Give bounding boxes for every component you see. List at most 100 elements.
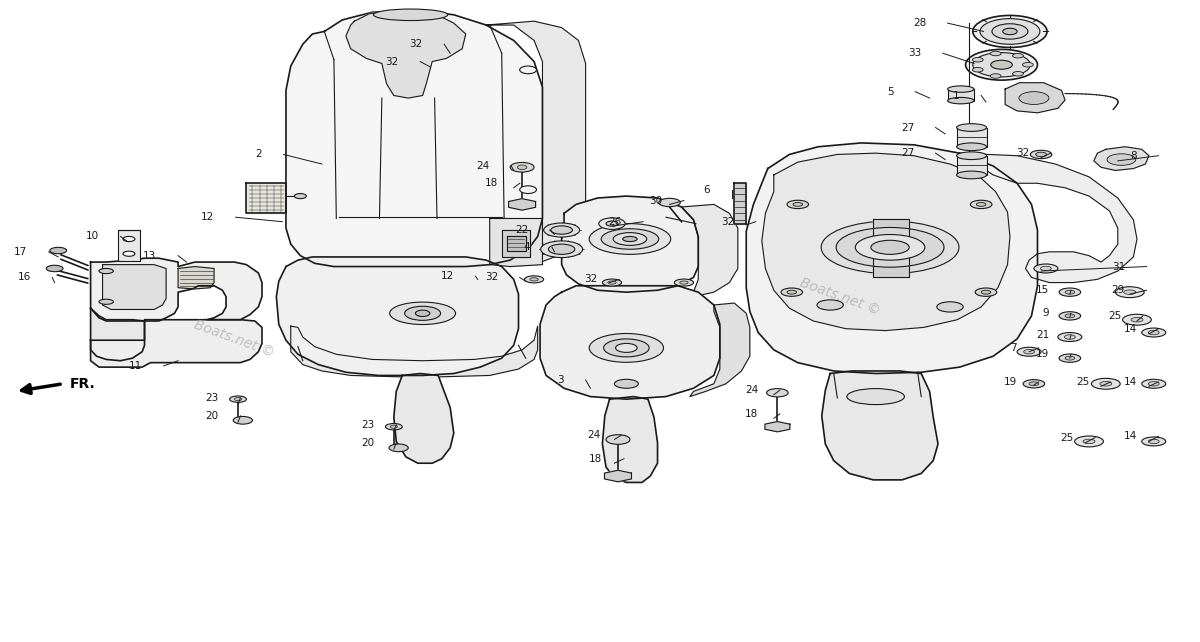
Polygon shape <box>90 320 262 367</box>
Ellipse shape <box>817 300 844 310</box>
Ellipse shape <box>1100 381 1112 386</box>
Polygon shape <box>960 153 1136 282</box>
Text: Boats.net ©: Boats.net © <box>798 275 882 318</box>
Text: 21: 21 <box>1037 330 1050 340</box>
Polygon shape <box>764 422 790 432</box>
Ellipse shape <box>1141 328 1165 337</box>
Text: 30: 30 <box>649 196 662 205</box>
Text: 33: 33 <box>908 48 922 58</box>
Ellipse shape <box>613 232 647 245</box>
Text: 32: 32 <box>385 56 398 67</box>
Ellipse shape <box>385 424 402 430</box>
Ellipse shape <box>674 279 694 286</box>
Ellipse shape <box>966 49 1038 80</box>
Ellipse shape <box>614 379 638 388</box>
Ellipse shape <box>793 202 803 206</box>
Ellipse shape <box>404 306 440 320</box>
Ellipse shape <box>847 388 905 404</box>
Ellipse shape <box>980 19 1040 44</box>
Polygon shape <box>506 236 526 250</box>
Text: 17: 17 <box>14 247 28 257</box>
Ellipse shape <box>1141 437 1165 446</box>
Text: 3: 3 <box>558 375 564 385</box>
Text: 14: 14 <box>1123 324 1136 334</box>
Text: 14: 14 <box>1123 431 1136 441</box>
Text: 13: 13 <box>143 250 156 261</box>
Ellipse shape <box>836 227 944 267</box>
Ellipse shape <box>122 236 134 241</box>
Text: 32: 32 <box>584 274 598 284</box>
Bar <box>118 230 139 261</box>
Text: 22: 22 <box>515 225 528 235</box>
Ellipse shape <box>415 310 430 317</box>
Polygon shape <box>346 11 466 98</box>
Ellipse shape <box>1123 290 1135 295</box>
Text: 12: 12 <box>440 271 454 281</box>
Text: 1: 1 <box>953 91 960 101</box>
Ellipse shape <box>98 299 113 304</box>
Ellipse shape <box>982 290 991 294</box>
Polygon shape <box>490 218 542 266</box>
Ellipse shape <box>1066 356 1075 360</box>
Ellipse shape <box>990 74 1001 78</box>
Text: 29: 29 <box>1111 285 1124 295</box>
Text: 26: 26 <box>608 217 622 227</box>
Ellipse shape <box>601 229 659 249</box>
Ellipse shape <box>599 218 625 229</box>
Ellipse shape <box>1066 314 1075 318</box>
Polygon shape <box>746 143 1038 374</box>
Ellipse shape <box>1030 382 1039 386</box>
Ellipse shape <box>956 171 986 178</box>
Polygon shape <box>562 196 698 292</box>
Ellipse shape <box>589 223 671 254</box>
Ellipse shape <box>1036 152 1046 157</box>
Polygon shape <box>246 183 286 213</box>
Ellipse shape <box>548 244 575 254</box>
Text: 32: 32 <box>485 272 498 282</box>
Ellipse shape <box>602 279 622 286</box>
Polygon shape <box>540 286 720 399</box>
Polygon shape <box>502 230 530 257</box>
Ellipse shape <box>389 444 408 452</box>
Ellipse shape <box>767 388 788 397</box>
Polygon shape <box>509 198 535 210</box>
Ellipse shape <box>1013 53 1024 58</box>
Text: 27: 27 <box>901 123 914 132</box>
Text: 12: 12 <box>200 213 214 222</box>
Ellipse shape <box>510 162 534 172</box>
Text: 31: 31 <box>1111 261 1124 272</box>
Bar <box>958 128 988 147</box>
Ellipse shape <box>956 143 986 151</box>
Polygon shape <box>1006 83 1066 113</box>
Polygon shape <box>90 308 144 361</box>
Polygon shape <box>486 21 586 266</box>
Ellipse shape <box>47 265 64 272</box>
Polygon shape <box>678 204 738 299</box>
Text: 8: 8 <box>1130 151 1136 160</box>
Ellipse shape <box>616 343 637 352</box>
Ellipse shape <box>233 417 252 424</box>
Text: 19: 19 <box>1004 377 1018 387</box>
Ellipse shape <box>937 302 964 312</box>
Ellipse shape <box>604 339 649 357</box>
Text: 16: 16 <box>18 272 31 282</box>
Ellipse shape <box>520 186 536 193</box>
Ellipse shape <box>856 234 925 260</box>
Ellipse shape <box>623 236 637 241</box>
Text: 9: 9 <box>1043 308 1050 318</box>
Ellipse shape <box>229 396 246 403</box>
Text: 28: 28 <box>913 18 926 28</box>
Polygon shape <box>276 257 518 376</box>
Ellipse shape <box>1019 92 1049 105</box>
Polygon shape <box>178 266 214 289</box>
Text: 7: 7 <box>1010 343 1018 353</box>
Ellipse shape <box>1122 315 1151 325</box>
Ellipse shape <box>972 58 983 62</box>
Ellipse shape <box>990 51 1001 56</box>
Ellipse shape <box>606 221 618 226</box>
Text: 23: 23 <box>205 393 218 403</box>
Text: 14: 14 <box>1123 377 1136 387</box>
Polygon shape <box>605 470 631 482</box>
Ellipse shape <box>973 15 1048 48</box>
Ellipse shape <box>871 240 910 254</box>
